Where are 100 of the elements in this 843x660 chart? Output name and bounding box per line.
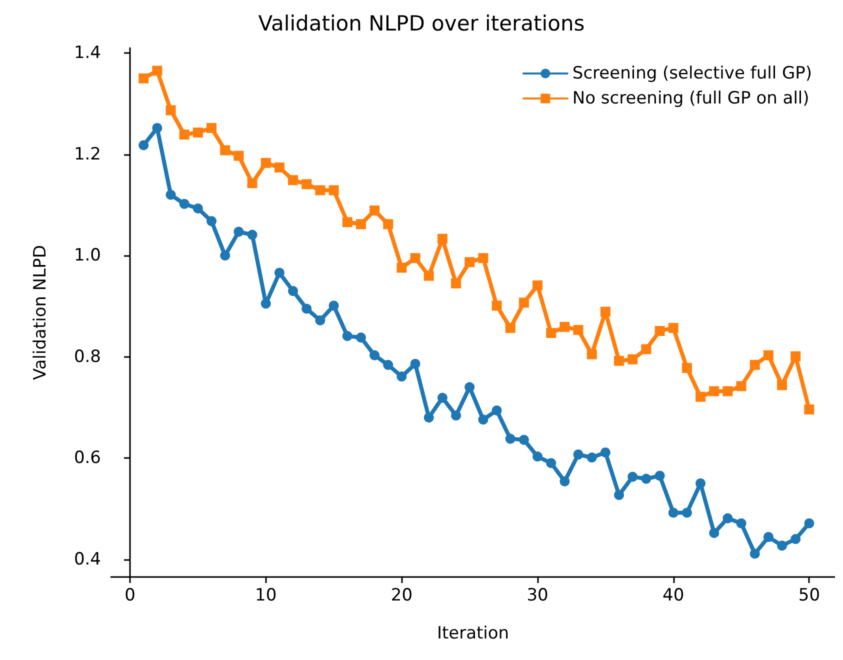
y-tick-label: 0.6 — [74, 448, 101, 468]
point — [614, 356, 624, 366]
point — [736, 381, 746, 392]
point — [682, 362, 692, 373]
point — [546, 328, 556, 338]
point — [315, 185, 326, 196]
point — [234, 150, 244, 161]
point — [478, 253, 488, 264]
point — [274, 268, 284, 278]
y-tick-label: 0.4 — [74, 549, 101, 570]
point — [396, 372, 407, 382]
point — [750, 360, 760, 370]
point — [790, 534, 801, 544]
point — [451, 410, 462, 421]
point — [315, 315, 326, 326]
point — [682, 508, 692, 518]
point — [220, 250, 230, 261]
point — [152, 66, 162, 76]
point — [288, 286, 298, 296]
point — [138, 140, 149, 150]
point — [138, 73, 149, 84]
point — [492, 405, 502, 416]
point — [383, 219, 394, 230]
point — [260, 298, 271, 309]
point — [560, 476, 570, 486]
point — [356, 219, 366, 230]
point — [600, 306, 610, 317]
point — [641, 474, 652, 484]
point — [437, 392, 448, 403]
point — [722, 513, 733, 524]
y-tick-label: 0.8 — [74, 346, 101, 367]
point — [410, 358, 420, 369]
point — [410, 253, 420, 264]
point — [302, 179, 312, 190]
point — [179, 130, 190, 140]
point — [532, 280, 543, 290]
point — [505, 322, 516, 333]
x-axis-title: Iteration — [436, 624, 510, 644]
point — [424, 412, 434, 423]
point — [614, 490, 624, 500]
point — [328, 300, 339, 311]
point — [451, 278, 462, 288]
x-tick-label: 10 — [255, 586, 277, 606]
point — [628, 472, 638, 482]
point — [804, 404, 814, 414]
point — [166, 105, 176, 116]
point — [274, 162, 284, 172]
point — [790, 351, 801, 362]
point — [696, 478, 706, 488]
point — [573, 324, 584, 335]
point — [356, 332, 366, 343]
point — [804, 518, 814, 528]
point — [586, 349, 597, 360]
point — [777, 380, 788, 390]
point — [518, 298, 529, 308]
point — [220, 145, 230, 156]
point — [192, 203, 203, 214]
point — [763, 350, 774, 360]
point — [247, 178, 258, 188]
chart-title: Validation NLPD over iterations — [258, 12, 585, 36]
point — [505, 434, 516, 444]
point — [654, 470, 665, 481]
y-tick-label: 1.2 — [74, 144, 101, 164]
point — [288, 175, 298, 186]
legend-label: Screening (selective full GP) — [572, 64, 812, 84]
point — [424, 270, 434, 281]
point — [763, 532, 774, 542]
point — [668, 322, 678, 333]
legend-label: No screening (full GP on all) — [572, 88, 810, 108]
point — [492, 300, 502, 311]
point — [654, 326, 665, 336]
point — [586, 452, 597, 463]
x-tick-label: 50 — [798, 586, 820, 606]
x-tick-label: 40 — [662, 586, 684, 606]
point — [777, 540, 788, 551]
point — [152, 122, 162, 133]
x-tick-label: 20 — [390, 586, 413, 606]
point — [750, 548, 760, 559]
x-tick-label: 30 — [526, 586, 548, 606]
point — [166, 190, 176, 200]
point — [437, 234, 448, 244]
point — [464, 257, 475, 268]
point — [560, 322, 570, 332]
point — [328, 185, 339, 196]
point — [736, 518, 746, 528]
point — [206, 216, 217, 226]
point — [628, 354, 638, 364]
point — [478, 414, 488, 425]
point — [668, 508, 678, 518]
point — [342, 331, 352, 342]
point — [383, 360, 394, 370]
point — [518, 434, 529, 445]
y-axis-title: Validation NLPD — [30, 245, 50, 380]
point — [302, 304, 312, 314]
point — [600, 447, 610, 458]
point — [709, 386, 720, 396]
point — [396, 262, 407, 273]
point — [546, 458, 556, 468]
point — [464, 382, 475, 392]
y-tick-label: 1.4 — [74, 43, 101, 64]
